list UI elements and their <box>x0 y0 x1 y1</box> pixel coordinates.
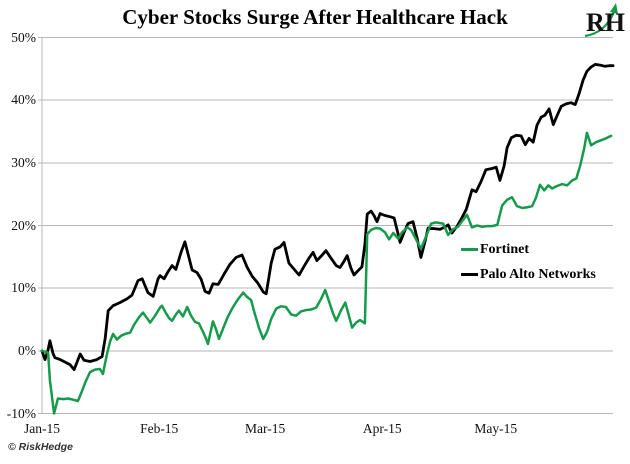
chart-legend: Fortinet Palo Alto Networks <box>461 237 596 287</box>
legend-label-fortinet: Fortinet <box>480 241 529 257</box>
copyright-note: © RiskHedge <box>8 441 73 453</box>
palo-alto-line-swatch <box>461 273 478 276</box>
fortinet-line-swatch <box>461 248 478 251</box>
legend-label-palo-alto: Palo Alto Networks <box>480 266 596 282</box>
riskhedge-logo: RH <box>582 2 626 40</box>
chart-title: Cyber Stocks Surge After Healthcare Hack <box>122 5 508 29</box>
series-line-fortinet <box>40 131 613 415</box>
legend-item-palo-alto: Palo Alto Networks <box>461 262 596 287</box>
series-line-palo-alto-networks <box>40 63 615 371</box>
logo-text: RH <box>586 8 625 37</box>
logo-arrowhead-icon <box>610 3 618 14</box>
legend-item-fortinet: Fortinet <box>461 237 596 262</box>
logo-arrow-icon <box>584 11 616 38</box>
